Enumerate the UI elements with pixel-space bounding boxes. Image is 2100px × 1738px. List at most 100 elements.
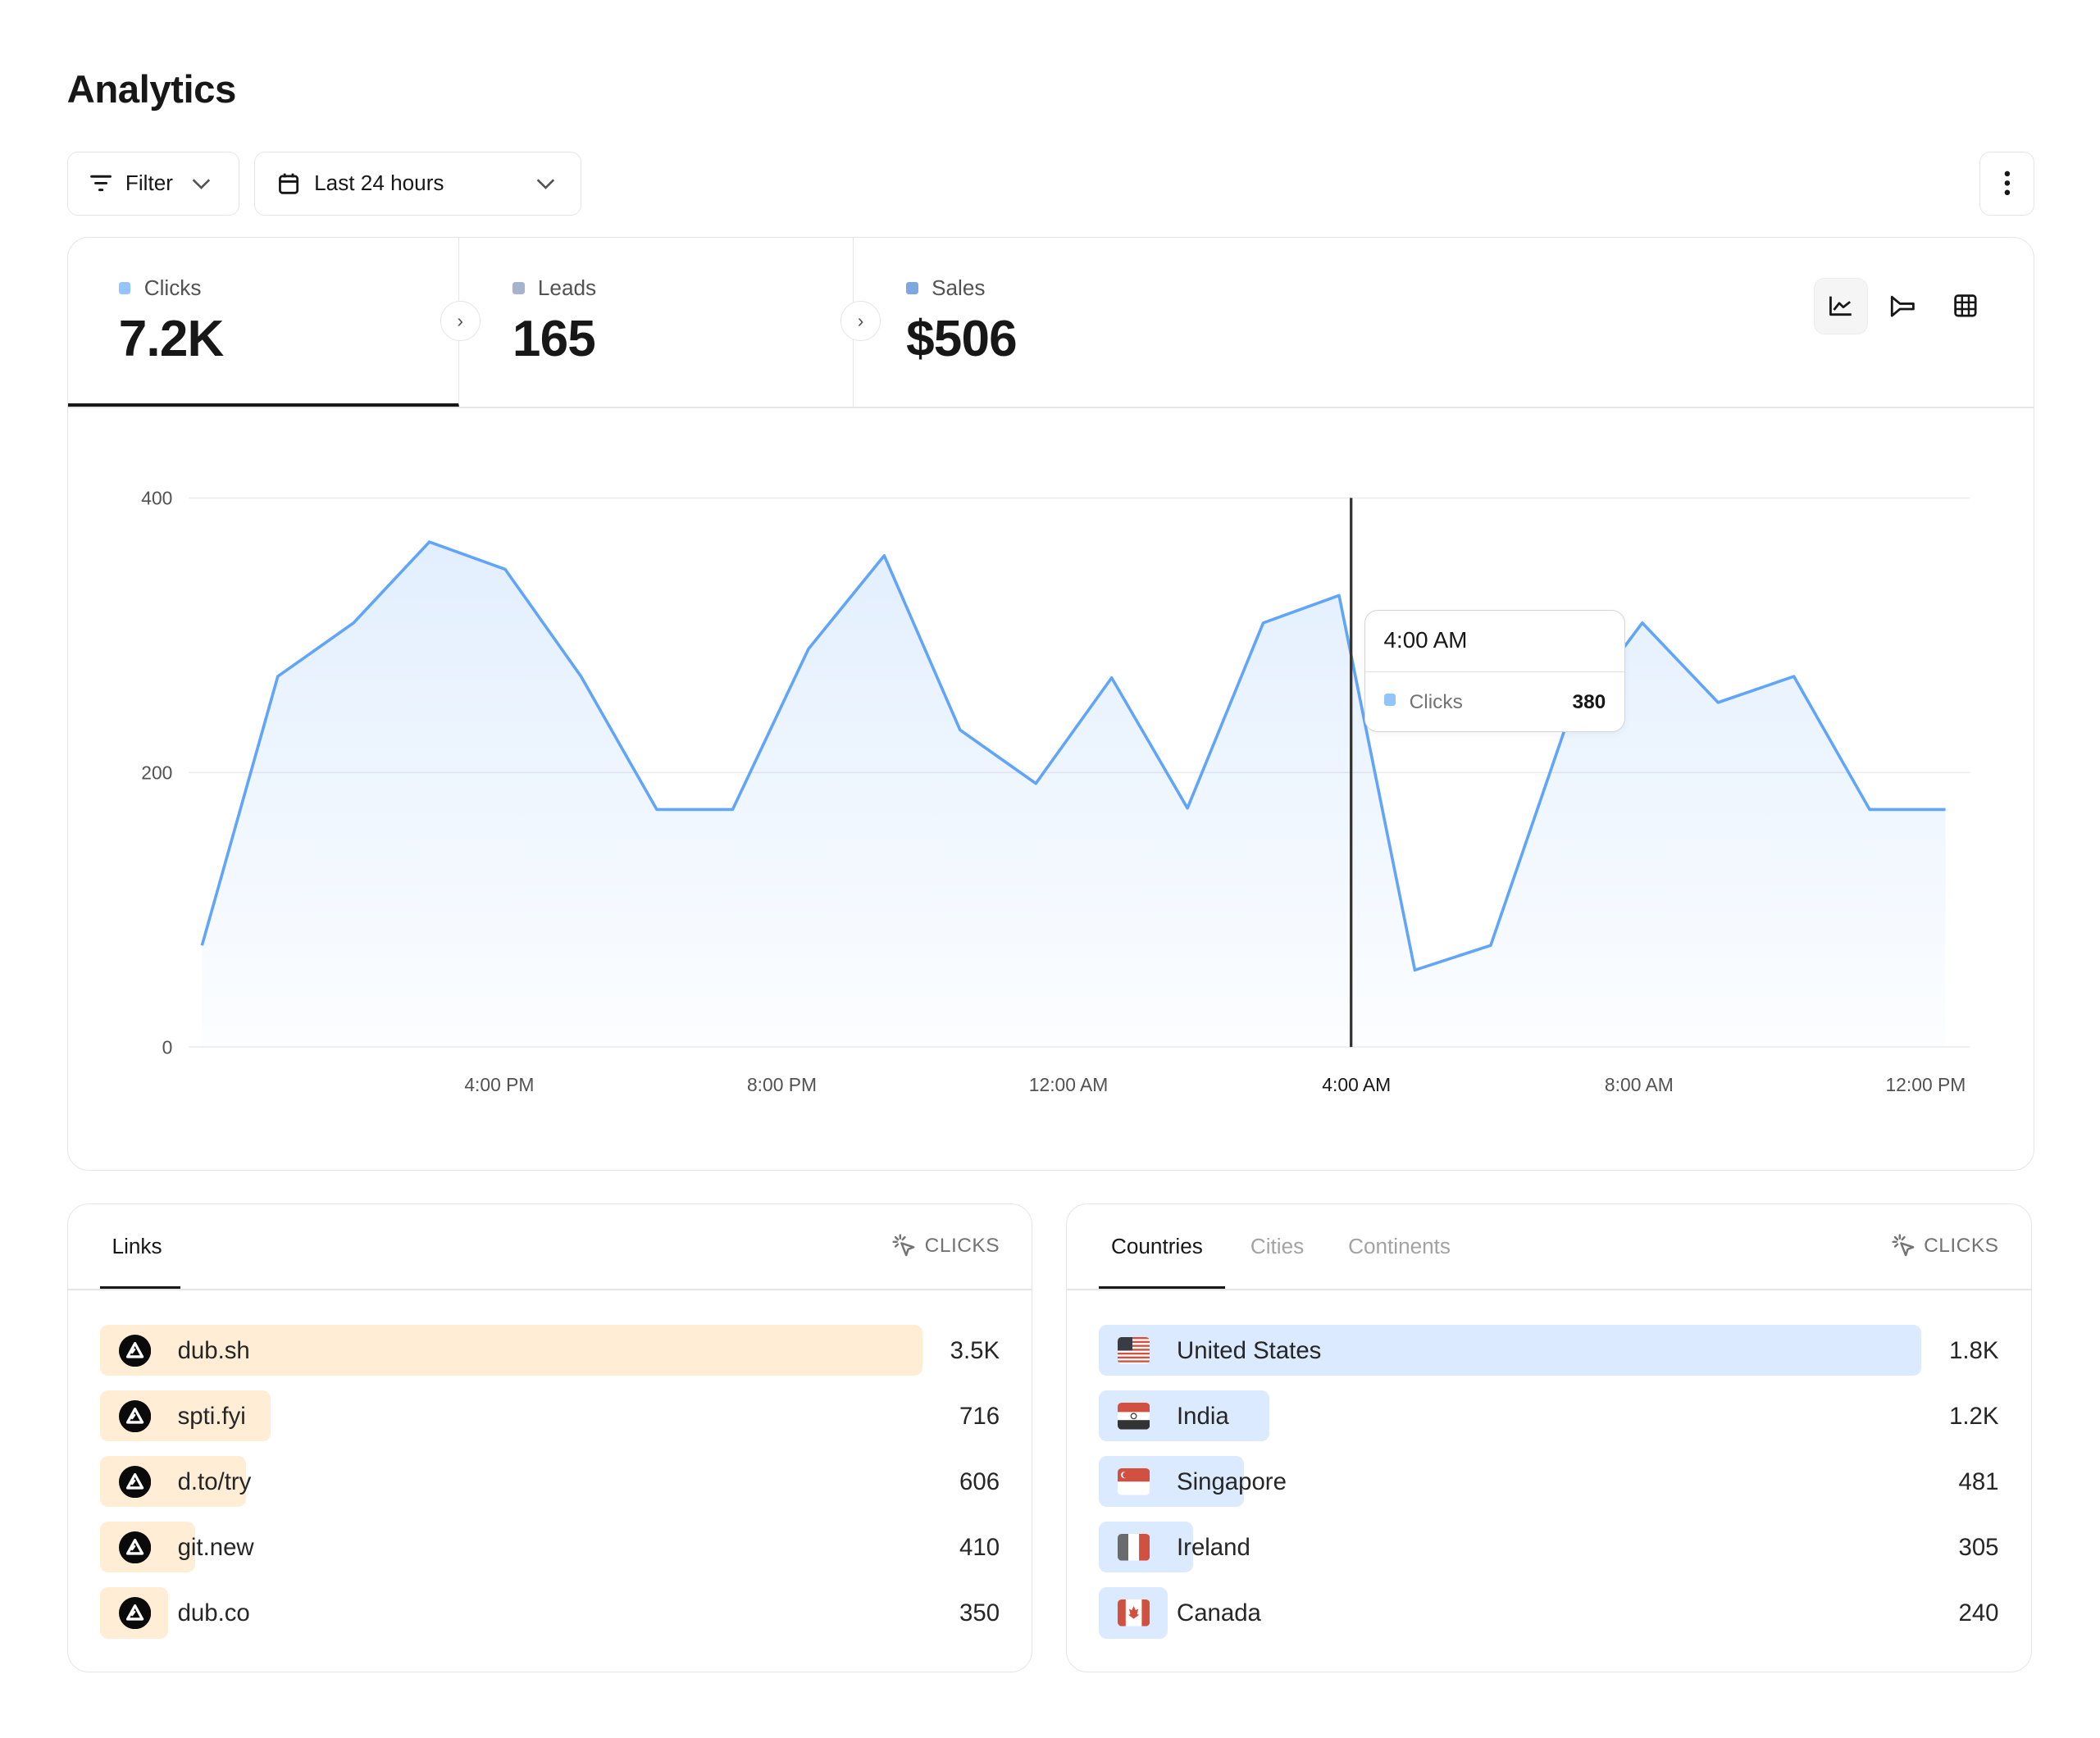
link-favicon-icon [118,1399,151,1432]
metric-value: 165 [512,311,596,368]
analytics-card: Clicks 7.2K Leads 165 Sales $506 › › 0 20… [66,237,2034,1171]
flag-ca-icon [1118,1599,1150,1627]
line-chart-icon [1829,296,1852,316]
item-name: dub.co [177,1599,250,1627]
item-count: 1.2K [1949,1403,1999,1431]
item-count: 481 [1958,1468,1999,1496]
item-name: United States [1177,1337,1322,1364]
list-item[interactable]: India 1.2K [1099,1390,1999,1442]
x-tick-label: 8:00 PM [747,1073,817,1094]
flag-ie-icon [1118,1534,1150,1561]
item-name: Singapore [1177,1468,1287,1496]
locations-panel: Countries Cities Continents CLICKS Unite… [1066,1203,2032,1672]
clicks-metric-label: CLICKS [1892,1234,1999,1258]
divider [1364,671,1625,673]
links-panel: Links CLICKS dub.sh 3.5K spti.fyi 716 d.to/t… [66,1203,1033,1672]
x-tick-label: 8:00 AM [1605,1073,1674,1094]
share-bar [1099,1325,1922,1376]
area-fill [201,541,1946,1047]
list-item[interactable]: Canada 240 [1099,1587,1999,1639]
list-item[interactable]: git.new 410 [99,1522,1000,1573]
cursor-click-icon [1892,1234,1915,1257]
item-name: d.to/try [177,1468,252,1496]
y-tick-label: 400 [141,487,172,508]
item-name: Canada [1177,1599,1261,1627]
item-name: dub.sh [177,1337,250,1364]
list-item[interactable]: d.to/try 606 [99,1456,1000,1508]
active-tab-indicator [99,1285,180,1290]
leads-swatch [512,281,525,294]
clicks-metric-label: CLICKS [892,1234,1000,1258]
tab-continents[interactable]: Continents [1348,1234,1451,1259]
table-grid-icon [1954,294,1977,318]
tab-cities[interactable]: Cities [1250,1234,1305,1259]
funnel-icon [1890,295,1915,317]
metric-label: CLICKS [1924,1234,1999,1257]
metric-tab-leads[interactable]: Leads 165 [460,238,854,407]
chevron-right-icon[interactable]: › [840,300,881,341]
metric-label: Leads [537,275,597,300]
x-tick-label: 4:00 AM [1322,1073,1391,1094]
divider [1067,1289,2031,1290]
metric-label: Sales [932,275,986,300]
tooltip-time: 4:00 AM [1383,626,1468,653]
flag-sg-icon [1118,1468,1150,1495]
tab-countries[interactable]: Countries [1110,1234,1203,1259]
item-count: 305 [1958,1534,1999,1562]
cursor-click-icon [892,1234,915,1257]
x-tick-label: 4:00 PM [464,1073,534,1094]
list-item[interactable]: spti.fyi 716 [99,1390,1000,1442]
filter-label: Filter [125,171,173,196]
metric-tab-sales[interactable]: Sales $506 [854,238,1389,407]
item-count: 410 [959,1534,1000,1562]
list-item[interactable]: dub.co 350 [99,1587,1000,1639]
date-range-label: Last 24 hours [314,171,444,196]
link-favicon-icon [118,1334,151,1367]
filter-icon [90,175,112,192]
list-item[interactable]: United States 1.8K [1099,1325,1999,1376]
flag-in-icon [1118,1403,1150,1430]
list-item[interactable]: dub.sh 3.5K [99,1325,1000,1376]
table-view-button[interactable] [1938,278,1992,334]
calendar-icon [279,173,299,194]
more-vertical-icon [2004,171,2010,196]
x-tick-label: 12:00 PM [1885,1073,1966,1094]
tab-links[interactable]: Links [112,1234,162,1259]
funnel-view-button[interactable] [1876,278,1929,334]
item-count: 1.8K [1949,1337,1999,1364]
tooltip-swatch [1383,694,1396,707]
chevron-down-icon [536,178,555,189]
item-name: spti.fyi [177,1403,246,1431]
flag-us-icon [1118,1337,1150,1364]
clicks-chart[interactable]: 0 200 400 4:00 PM 8:00 PM 12:00 AM 4:00 AM 8:00… [68,408,2034,1171]
chevron-right-icon[interactable]: › [440,300,481,341]
link-favicon-icon [118,1465,151,1498]
chevron-down-icon [192,178,210,189]
item-name: India [1177,1403,1229,1431]
item-count: 240 [1958,1599,1999,1627]
link-favicon-icon [118,1531,151,1564]
line-chart-view-button[interactable] [1814,278,1868,334]
divider [67,1289,1032,1290]
y-tick-label: 0 [162,1036,172,1058]
list-item[interactable]: Singapore 481 [1099,1456,1999,1508]
more-options-button[interactable] [1979,151,2034,216]
list-item[interactable]: Ireland 305 [1099,1522,1999,1573]
date-range-picker[interactable]: Last 24 hours [254,151,581,216]
share-bar [99,1325,922,1376]
divider [67,406,2034,408]
active-tab-indicator [1099,1285,1225,1290]
clicks-swatch [118,281,131,294]
item-name: git.new [177,1534,254,1562]
filter-button[interactable]: Filter [66,151,240,216]
y-tick-label: 200 [141,762,172,783]
item-count: 716 [959,1403,1000,1431]
chart-tooltip: 4:00 AM Clicks 380 [1364,610,1626,732]
link-favicon-icon [118,1596,151,1630]
metric-tab-clicks[interactable]: Clicks 7.2K [67,238,459,407]
clicks-series-line [200,539,1946,971]
item-count: 606 [959,1468,1000,1496]
metric-label: Clicks [143,275,202,300]
tooltip-series: Clicks [1409,691,1463,714]
item-name: Ireland [1177,1534,1250,1562]
